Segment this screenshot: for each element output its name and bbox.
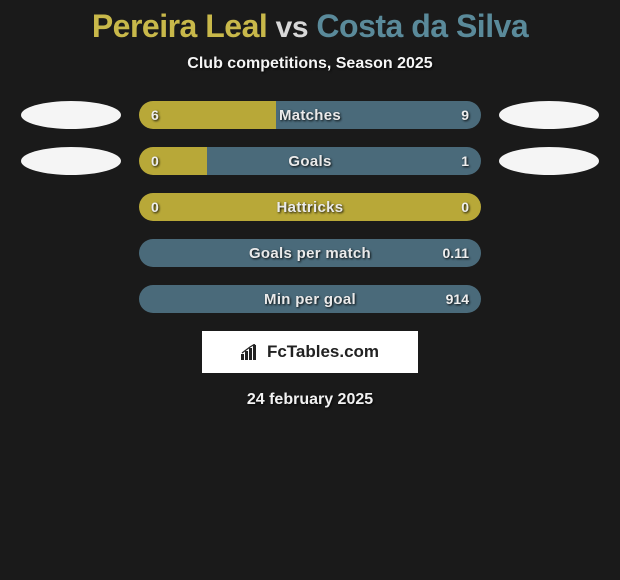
stat-bar: 00Hattricks bbox=[139, 193, 481, 221]
stats-comparison: Pereira Leal vs Costa da Silva Club comp… bbox=[0, 0, 620, 409]
stat-row: 0.11Goals per match bbox=[0, 239, 620, 267]
player-blob-left bbox=[21, 101, 121, 129]
player-blob-right bbox=[499, 239, 599, 267]
attribution-badge: FcTables.com bbox=[202, 331, 418, 373]
player-blob-left bbox=[21, 193, 121, 221]
stat-value-right: 9 bbox=[461, 101, 469, 129]
title-player1: Pereira Leal bbox=[92, 8, 267, 44]
player-blob-left bbox=[21, 239, 121, 267]
stat-row: 914Min per goal bbox=[0, 285, 620, 313]
stat-value-left: 6 bbox=[151, 101, 159, 129]
stat-bar: 914Min per goal bbox=[139, 285, 481, 313]
player-blob-right bbox=[499, 101, 599, 129]
attribution-text: FcTables.com bbox=[267, 342, 379, 362]
stat-bar: 0.11Goals per match bbox=[139, 239, 481, 267]
player-blob-right bbox=[499, 285, 599, 313]
player-blob-left bbox=[21, 285, 121, 313]
subtitle: Club competitions, Season 2025 bbox=[0, 55, 620, 73]
bar-right-fill bbox=[139, 285, 481, 313]
title-player2: Costa da Silva bbox=[316, 8, 528, 44]
stat-row: 69Matches bbox=[0, 101, 620, 129]
bar-right-fill bbox=[207, 147, 481, 175]
bar-right-fill bbox=[139, 239, 481, 267]
stat-value-left: 0 bbox=[151, 147, 159, 175]
title-vs: vs bbox=[276, 11, 308, 44]
player-blob-right bbox=[499, 147, 599, 175]
player-blob-right bbox=[499, 193, 599, 221]
stat-value-left: 0 bbox=[151, 193, 159, 221]
bar-left-fill bbox=[139, 147, 207, 175]
stat-rows: 69Matches01Goals00Hattricks0.11Goals per… bbox=[0, 101, 620, 313]
stat-row: 00Hattricks bbox=[0, 193, 620, 221]
stat-bar: 01Goals bbox=[139, 147, 481, 175]
stat-value-right: 1 bbox=[461, 147, 469, 175]
stat-bar: 69Matches bbox=[139, 101, 481, 129]
stat-row: 01Goals bbox=[0, 147, 620, 175]
bar-right-fill bbox=[276, 101, 481, 129]
bar-left-fill bbox=[139, 193, 481, 221]
player-blob-left bbox=[21, 147, 121, 175]
bar-left-fill bbox=[139, 101, 276, 129]
footer-date: 24 february 2025 bbox=[0, 391, 620, 409]
stat-value-right: 914 bbox=[446, 285, 469, 313]
chart-icon bbox=[241, 344, 261, 360]
stat-value-right: 0 bbox=[461, 193, 469, 221]
page-title: Pereira Leal vs Costa da Silva bbox=[0, 8, 620, 45]
stat-value-right: 0.11 bbox=[443, 239, 469, 267]
